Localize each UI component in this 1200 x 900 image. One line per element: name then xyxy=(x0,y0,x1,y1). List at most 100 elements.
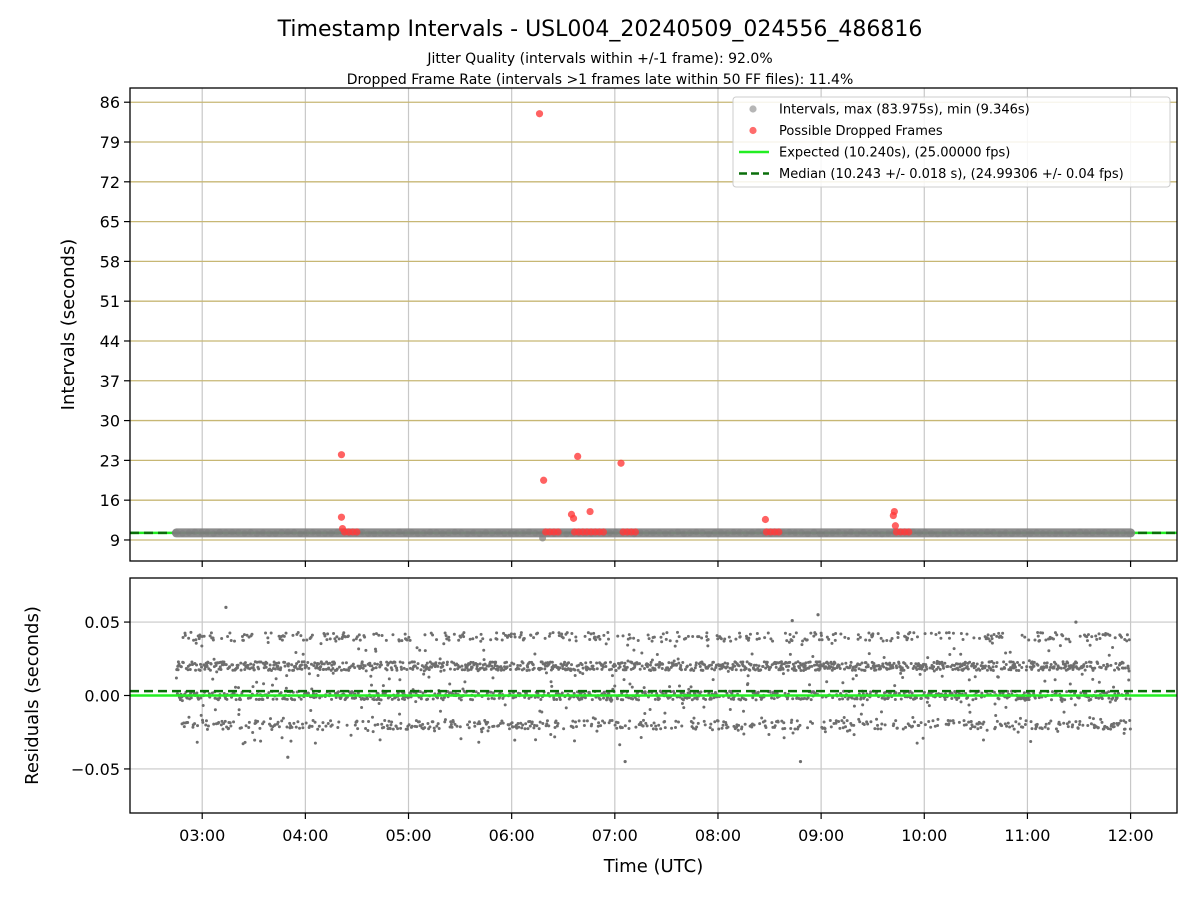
residual-point xyxy=(430,665,434,669)
residual-point xyxy=(413,664,417,668)
interval-point xyxy=(724,529,731,537)
residual-point xyxy=(781,667,785,671)
residual-point xyxy=(768,690,772,694)
residual-point xyxy=(842,721,846,725)
residual-point xyxy=(255,660,259,664)
residual-point xyxy=(377,701,381,705)
residual-point xyxy=(622,678,626,682)
residual-point xyxy=(649,723,653,727)
residual-point xyxy=(1061,634,1065,638)
residual-point xyxy=(547,724,551,728)
residual-point xyxy=(974,664,978,668)
residual-point xyxy=(1008,725,1012,729)
interval-point xyxy=(1120,529,1127,537)
residual-point xyxy=(859,712,863,716)
residual-point xyxy=(620,726,624,730)
dropped-frame-point xyxy=(337,513,346,521)
residual-point xyxy=(772,697,776,701)
residual-point xyxy=(571,726,575,730)
residual-point xyxy=(947,636,951,640)
residual-point xyxy=(919,696,923,700)
residual-point xyxy=(721,723,725,727)
residual-point xyxy=(995,661,999,665)
residual-point xyxy=(606,631,610,635)
residual-point xyxy=(917,724,921,728)
residual-point xyxy=(437,661,441,665)
residual-point xyxy=(826,662,830,666)
residual-point xyxy=(729,639,733,643)
residual-point xyxy=(1024,668,1028,672)
residual-point xyxy=(294,725,298,729)
intervals-y-tick-label: 86 xyxy=(100,93,120,112)
residual-point xyxy=(1040,727,1044,731)
interval-point xyxy=(383,529,391,537)
residual-point xyxy=(1043,725,1047,729)
residual-point xyxy=(716,719,720,723)
residual-point xyxy=(1089,660,1093,664)
residual-point xyxy=(347,668,351,672)
residual-point xyxy=(380,634,384,638)
residual-point xyxy=(1071,723,1075,727)
residual-point xyxy=(650,658,654,662)
residual-point xyxy=(991,665,995,669)
residual-point xyxy=(745,660,749,664)
residual-point xyxy=(819,663,823,667)
residual-point xyxy=(549,680,553,684)
residual-point xyxy=(675,663,679,667)
residual-point xyxy=(1048,668,1052,672)
dropped-frame-points xyxy=(337,110,913,536)
residual-point xyxy=(1094,696,1098,700)
residual-point xyxy=(589,632,593,636)
residual-point xyxy=(223,719,227,723)
residual-point xyxy=(332,632,336,636)
residual-point xyxy=(885,639,889,643)
residual-point xyxy=(460,664,464,668)
residual-point xyxy=(1047,649,1051,653)
residual-point xyxy=(1107,690,1111,694)
residual-point xyxy=(1086,633,1090,637)
residual-point xyxy=(613,664,617,668)
residual-point xyxy=(455,724,459,728)
residual-point xyxy=(919,721,923,725)
residual-point xyxy=(219,723,223,727)
interval-point xyxy=(439,530,446,537)
residual-point xyxy=(596,724,600,728)
interval-point xyxy=(303,529,310,537)
interval-point xyxy=(315,530,322,537)
residual-point xyxy=(351,662,355,666)
residual-point xyxy=(1065,722,1069,726)
residual-point xyxy=(804,661,808,665)
residual-point xyxy=(871,632,875,636)
residual-point xyxy=(576,668,580,672)
residual-point xyxy=(251,666,255,670)
residual-point xyxy=(794,631,798,635)
residual-point xyxy=(236,686,240,690)
residual-point xyxy=(825,680,829,684)
interval-point xyxy=(389,529,397,537)
residual-point xyxy=(593,717,597,721)
residual-point xyxy=(688,663,692,667)
residual-point xyxy=(945,631,949,635)
interval-point xyxy=(191,528,199,535)
residual-point xyxy=(370,664,374,668)
residual-point xyxy=(831,696,835,700)
residual-point xyxy=(236,663,240,667)
residual-point xyxy=(738,635,742,639)
residual-point xyxy=(845,719,849,723)
residual-point xyxy=(180,699,184,703)
residual-point xyxy=(1003,666,1007,670)
residual-point xyxy=(923,632,927,636)
residual-point xyxy=(297,660,301,664)
residual-point xyxy=(336,690,340,694)
residual-point xyxy=(218,696,222,700)
residual-point xyxy=(817,638,821,642)
residual-point xyxy=(717,727,721,731)
residual-point xyxy=(447,638,451,642)
residual-point xyxy=(318,668,322,672)
residual-point xyxy=(301,652,305,656)
interval-point xyxy=(290,528,298,536)
residual-point xyxy=(534,738,538,742)
residual-point xyxy=(766,631,770,635)
residual-point xyxy=(759,668,763,672)
residual-point xyxy=(481,726,485,730)
